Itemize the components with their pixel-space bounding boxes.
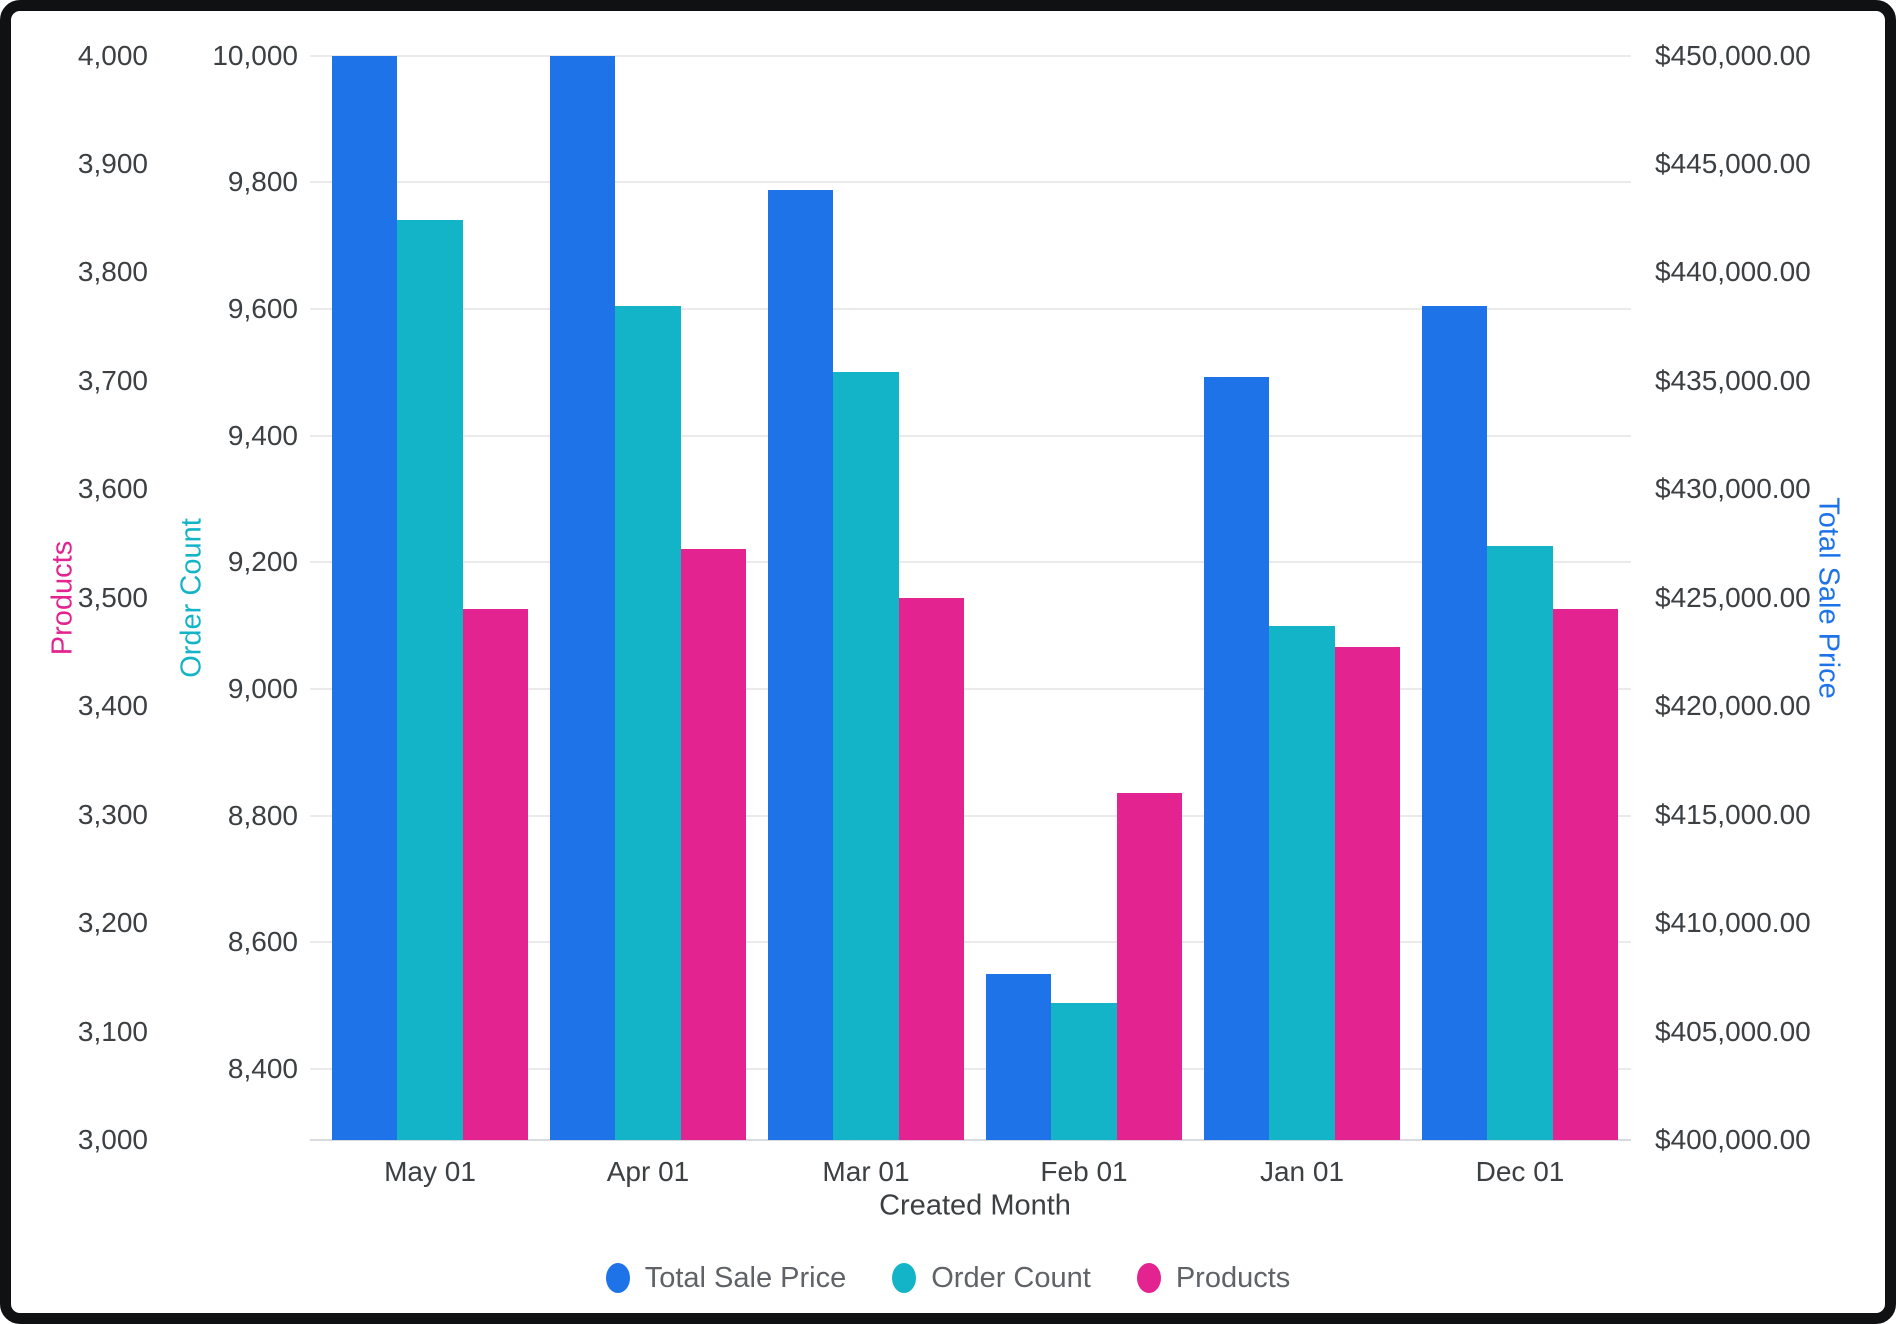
y-tick-products-3100: 3,100 <box>77 1015 148 1047</box>
y-tick-products-3600: 3,600 <box>77 473 148 505</box>
y-tick-order-count-9000: 9,000 <box>227 673 298 704</box>
gridline-9400 <box>310 434 1631 437</box>
gridline-10000 <box>310 54 1631 57</box>
y-tick-products-3400: 3,400 <box>77 690 148 722</box>
bar-order-count-feb-01[interactable] <box>1051 1002 1117 1140</box>
bar-order-count-mar-01[interactable] <box>833 372 899 1140</box>
y-tick-order-count-8600: 8,600 <box>227 926 298 958</box>
y-tick-order-count-9400: 9,400 <box>227 419 298 451</box>
legend: Total Sale Price Order Count Products <box>0 1252 1896 1304</box>
y-tick-order-count-9800: 9,800 <box>227 166 298 198</box>
axis-title-created-month: Created Month <box>879 1189 1071 1222</box>
gridline-8400 <box>310 1068 1631 1071</box>
bar-products-may-01[interactable] <box>462 608 528 1140</box>
bar-order-count-jan-01[interactable] <box>1269 625 1335 1140</box>
y-tick-total-sale-price-415000: $415,000.00 <box>1655 798 1811 830</box>
gridline-8800 <box>310 814 1631 817</box>
y-tick-total-sale-price-440000: $440,000.00 <box>1655 256 1811 288</box>
y-tick-order-count-10000: 10,000 <box>212 39 298 71</box>
legend-item-total-sale-price[interactable]: Total Sale Price <box>605 1261 847 1294</box>
y-tick-total-sale-price-450000: $450,000.00 <box>1655 39 1811 71</box>
y-tick-total-sale-price-405000: $405,000.00 <box>1655 1015 1811 1047</box>
gridline-9200 <box>310 561 1631 564</box>
legend-label: Order Count <box>931 1261 1091 1294</box>
bar-total-sale-price-dec-01[interactable] <box>1422 306 1488 1140</box>
bar-products-mar-01[interactable] <box>898 597 964 1140</box>
legend-item-products[interactable]: Products <box>1136 1261 1291 1294</box>
x-tick-feb-01: Feb 01 <box>1040 1156 1128 1187</box>
y-tick-total-sale-price-445000: $445,000.00 <box>1655 148 1811 180</box>
x-tick-may-01: May 01 <box>384 1156 476 1187</box>
bar-total-sale-price-feb-01[interactable] <box>986 974 1052 1140</box>
bar-total-sale-price-jan-01[interactable] <box>1204 376 1270 1140</box>
x-tick-mar-01: Mar 01 <box>822 1156 910 1187</box>
gridline-9600 <box>310 307 1631 310</box>
y-tick-total-sale-price-410000: $410,000.00 <box>1655 907 1811 939</box>
x-tick-apr-01: Apr 01 <box>606 1156 690 1187</box>
y-tick-total-sale-price-425000: $425,000.00 <box>1655 581 1811 613</box>
y-tick-products-3700: 3,700 <box>77 364 148 396</box>
bar-total-sale-price-may-01[interactable] <box>332 55 398 1140</box>
bar-products-apr-01[interactable] <box>680 549 746 1140</box>
legend-label: Products <box>1175 1261 1291 1294</box>
axis-title-total-sale-price: Total Sale Price <box>1812 497 1845 699</box>
y-tick-products-3900: 3,900 <box>77 148 148 180</box>
y-tick-order-count-9200: 9,200 <box>227 546 298 578</box>
y-tick-products-3000: 3,000 <box>77 1124 148 1155</box>
legend-dot-order-count <box>892 1263 917 1293</box>
bar-total-sale-price-mar-01[interactable] <box>768 190 834 1140</box>
bar-products-feb-01[interactable] <box>1116 792 1182 1140</box>
bar-products-jan-01[interactable] <box>1334 646 1400 1140</box>
x-tick-jan-01: Jan 01 <box>1259 1156 1345 1187</box>
y-tick-order-count-9600: 9,600 <box>227 292 298 324</box>
x-axis-line <box>310 1139 1631 1141</box>
gridline-9000 <box>310 688 1631 690</box>
bar-total-sale-price-apr-01[interactable] <box>550 55 616 1140</box>
y-tick-total-sale-price-430000: $430,000.00 <box>1655 473 1811 505</box>
x-tick-dec-01: Dec 01 <box>1475 1156 1565 1187</box>
bar-order-count-apr-01[interactable] <box>615 305 681 1140</box>
y-tick-total-sale-price-420000: $420,000.00 <box>1655 690 1811 722</box>
bar-order-count-may-01[interactable] <box>397 220 463 1140</box>
legend-label: Total Sale Price <box>644 1261 847 1294</box>
y-tick-order-count-8800: 8,800 <box>227 799 298 831</box>
y-tick-products-3800: 3,800 <box>77 256 148 288</box>
legend-item-order-count[interactable]: Order Count <box>892 1263 1091 1293</box>
y-tick-products-3500: 3,500 <box>77 581 148 613</box>
y-tick-products-3300: 3,300 <box>77 798 148 830</box>
legend-dot-total-sale-price <box>605 1263 630 1293</box>
y-tick-total-sale-price-435000: $435,000.00 <box>1655 364 1811 396</box>
y-tick-products-4000: 4,000 <box>77 39 148 71</box>
gridline-8600 <box>310 941 1631 944</box>
y-tick-total-sale-price-400000: $400,000.00 <box>1655 1124 1811 1155</box>
legend-dot-products <box>1136 1263 1161 1293</box>
y-tick-products-3200: 3,200 <box>77 907 148 939</box>
axis-title-order-count: Order Count <box>175 518 208 678</box>
axis-title-products: Products <box>46 540 79 656</box>
bar-products-dec-01[interactable] <box>1552 608 1618 1140</box>
gridline-9800 <box>310 181 1631 184</box>
y-tick-order-count-8400: 8,400 <box>227 1053 298 1085</box>
bar-order-count-dec-01[interactable] <box>1487 546 1553 1140</box>
